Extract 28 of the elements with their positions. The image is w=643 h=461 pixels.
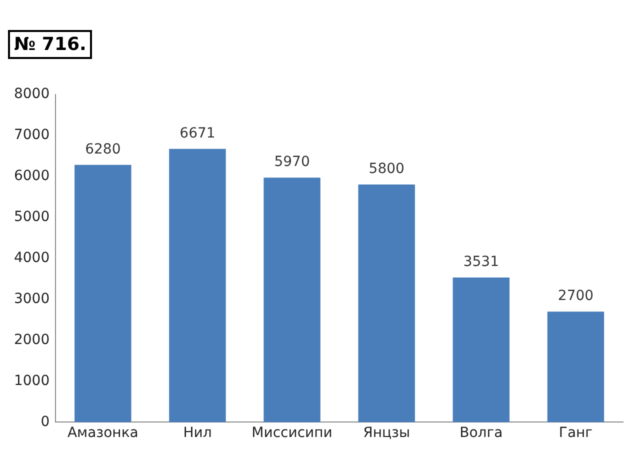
bar [452,278,510,422]
chart-title: № 716. [8,30,92,59]
data-label: 5970 [274,154,310,170]
data-label: 3531 [463,254,499,270]
bar [547,312,604,422]
x-tick-label: Амазонка [67,425,138,442]
bar [358,184,415,422]
bar [74,164,132,422]
y-tick-label: 7000 [14,127,50,144]
bar [169,148,226,422]
y-tick-label: 2000 [14,332,50,348]
y-tick-label: 0 [40,414,50,430]
x-tick-label: Нил [183,425,212,442]
data-label: 2700 [558,288,594,304]
x-tick-label: Волга [460,425,503,442]
data-label: 6671 [180,125,216,142]
y-tick-label: 1000 [14,372,50,389]
y-tick-label: 3000 [14,290,50,307]
y-tick-label: 6000 [14,168,50,184]
data-label: 5800 [368,161,404,178]
y-tick-label: 8000 [14,86,50,102]
x-tick-label: Ганг [558,425,593,442]
bar [264,178,320,422]
x-tick-label: Миссисипи [252,425,332,442]
x-tick-label: Янцзы [363,425,410,442]
y-tick-label: 5000 [14,208,50,225]
y-tick-label: 4000 [14,250,50,266]
data-label: 6280 [85,142,121,158]
